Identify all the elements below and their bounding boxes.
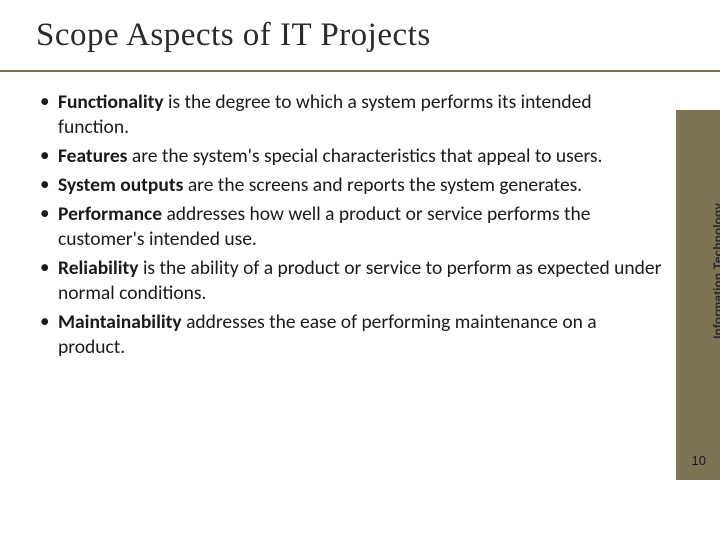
slide: Scope Aspects of IT Projects Functionali… — [0, 0, 720, 540]
slide-title: Scope Aspects of IT Projects — [36, 17, 431, 54]
bullet-term: Reliability — [58, 256, 139, 280]
page-number: 10 — [692, 453, 706, 468]
bullet-term: Maintainability — [58, 310, 182, 334]
bullet-term: Performance — [58, 202, 162, 226]
bullet-item: Maintainability addresses the ease of pe… — [36, 310, 666, 360]
bullet-item: Features are the system's special charac… — [36, 144, 666, 169]
bullet-rest: are the system's special characteristics… — [127, 144, 602, 168]
bullet-rest: is the ability of a product or service t… — [58, 256, 661, 305]
title-bar: Scope Aspects of IT Projects — [0, 0, 720, 72]
content-area: Functionality is the degree to which a s… — [36, 90, 666, 364]
side-label: Information Technology Project Managemen… — [712, 190, 720, 352]
bullet-item: Performance addresses how well a product… — [36, 202, 666, 252]
bullet-item: Functionality is the degree to which a s… — [36, 90, 666, 140]
side-label-line: Information Technology — [712, 190, 720, 352]
bullet-rest: are the screens and reports the system g… — [183, 173, 582, 197]
bullet-list: Functionality is the degree to which a s… — [36, 90, 666, 360]
bullet-term: System outputs — [58, 173, 183, 197]
bullet-item: System outputs are the screens and repor… — [36, 173, 666, 198]
bullet-item: Reliability is the ability of a product … — [36, 256, 666, 306]
bullet-term: Features — [58, 144, 127, 168]
bullet-term: Functionality — [58, 90, 164, 114]
